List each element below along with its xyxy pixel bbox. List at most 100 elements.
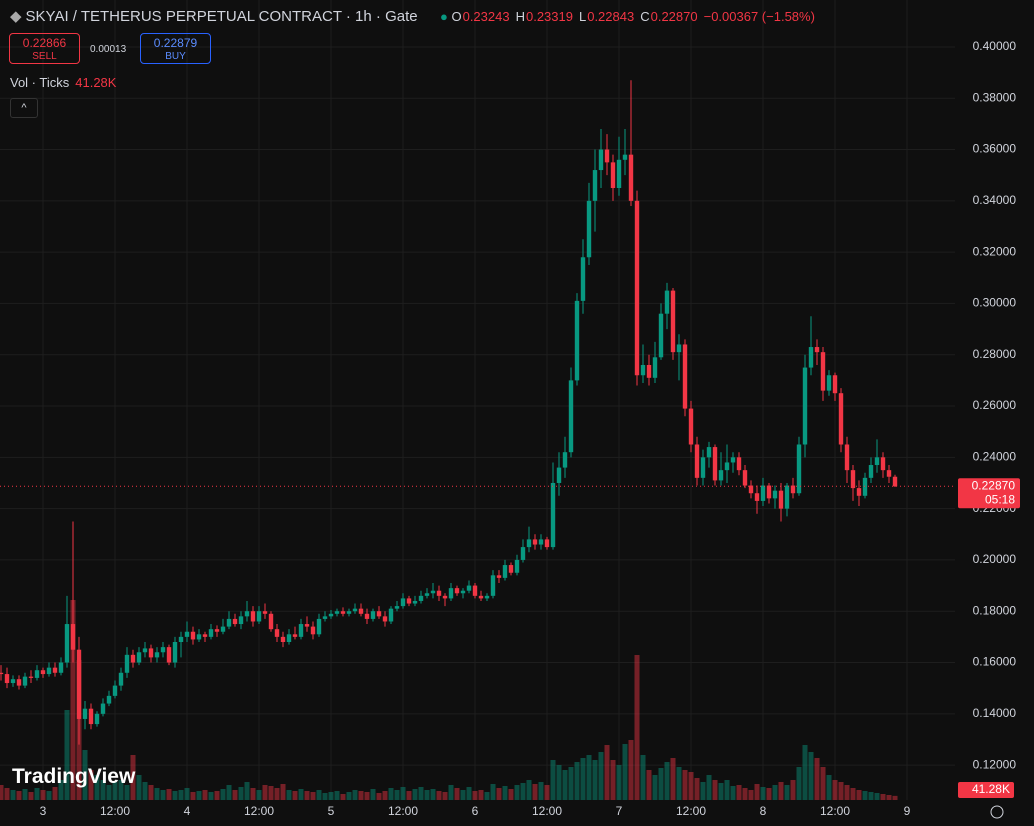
volume-bar (16, 791, 22, 800)
volume-bar (724, 780, 730, 800)
candle-body (196, 634, 202, 640)
volume-tag-label: 41.28K (972, 782, 1010, 796)
volume-bar (658, 768, 664, 800)
candle-body (112, 685, 118, 696)
volume-bar (112, 782, 118, 800)
volume-bar (526, 780, 532, 800)
candle-body (322, 616, 328, 619)
candle-body (496, 575, 502, 578)
candle-body (184, 631, 190, 637)
y-tick-label: 0.18000 (973, 603, 1017, 617)
volume-bar (814, 758, 820, 800)
candle-body (640, 364, 646, 376)
candle-body (478, 595, 484, 599)
sell-button[interactable]: 0.22866 SELL (9, 33, 80, 64)
volume-bar (856, 790, 862, 800)
candle-body (64, 624, 70, 663)
candle-body (700, 457, 706, 478)
candle-body (0, 672, 4, 675)
candle-body (274, 629, 280, 637)
x-tick-label: 3 (40, 804, 47, 818)
volume-bar (334, 791, 340, 800)
candle-body (400, 598, 406, 607)
candle-body (592, 170, 598, 201)
candle-body (316, 618, 322, 635)
candle-body (178, 636, 184, 643)
candle-body (154, 652, 160, 658)
candle-body (484, 595, 490, 599)
candle-body (850, 470, 856, 489)
volume-bar (760, 787, 766, 800)
volume-bar (496, 788, 502, 800)
volume-bar (520, 783, 526, 800)
volume-bar (514, 785, 520, 800)
volume-bar (100, 780, 106, 800)
candle-body (298, 624, 304, 637)
volume-bar (274, 788, 280, 800)
volume-bar (730, 786, 736, 800)
y-tick-label: 0.26000 (973, 398, 1017, 412)
symbol-title: ◆ SKYAI / TETHERUS PERPETUAL CONTRACT · 1… (10, 8, 418, 25)
buy-button[interactable]: 0.22879 BUY (140, 33, 211, 64)
volume-bar (394, 790, 400, 800)
sell-label: SELL (32, 51, 57, 62)
y-tick-label: 0.20000 (973, 552, 1017, 566)
volume-bar (340, 794, 346, 800)
countdown: 05:18 (985, 492, 1015, 506)
candle-body (574, 300, 580, 381)
volume-bar (544, 785, 550, 800)
candle-body (4, 674, 10, 684)
volume-bar (4, 788, 10, 800)
volume-bar (478, 790, 484, 800)
collapse-button[interactable]: ^ (10, 98, 38, 118)
volume-bar (172, 791, 178, 800)
volume-bar (34, 788, 40, 800)
ohlc-key: O (451, 9, 462, 24)
candle-body (22, 676, 28, 686)
ohlc-value: 0.23243 (462, 9, 510, 24)
volume-bar (628, 740, 634, 800)
candle-body (430, 590, 436, 594)
volume-bar (862, 791, 868, 800)
candle-body (136, 652, 142, 663)
candle-body (562, 452, 568, 468)
volume-bar (70, 600, 76, 800)
candle-body (556, 467, 562, 483)
volume-bar (22, 789, 28, 800)
volume-bar (826, 775, 832, 800)
volume-bar (688, 772, 694, 800)
candle-body (202, 634, 208, 637)
volume-bar (562, 770, 568, 800)
volume-bar (46, 791, 52, 800)
volume-bar (766, 788, 772, 800)
volume-bar (556, 765, 562, 800)
volume-bar (280, 784, 286, 800)
candle-body (238, 616, 244, 625)
candle-body (340, 611, 346, 614)
volume-bar (208, 792, 214, 800)
candle-body (748, 485, 754, 494)
volume-bar (868, 792, 874, 800)
candle-body (706, 447, 712, 458)
volume-bar (250, 788, 256, 800)
volume-tag (958, 782, 1014, 798)
candle-body (370, 611, 376, 619)
candle-body (82, 708, 88, 719)
candle-body (514, 559, 520, 573)
candle-body (652, 357, 658, 378)
volume-bar (592, 760, 598, 800)
volume-bar (700, 782, 706, 800)
candle-body (688, 408, 694, 445)
candle-body (742, 470, 748, 486)
volume-bar (736, 785, 742, 800)
volume-bar (136, 775, 142, 800)
volume-bar (412, 789, 418, 800)
x-tick-label: 7 (616, 804, 623, 818)
volume-bar (424, 790, 430, 800)
candle-body (226, 618, 232, 627)
volume-bar (538, 782, 544, 800)
title: SKYAI / TETHERUS PERPETUAL CONTRACT · 1h… (25, 8, 418, 25)
candle-body (10, 679, 16, 684)
volume-bar (244, 782, 250, 800)
candle-body (388, 608, 394, 622)
